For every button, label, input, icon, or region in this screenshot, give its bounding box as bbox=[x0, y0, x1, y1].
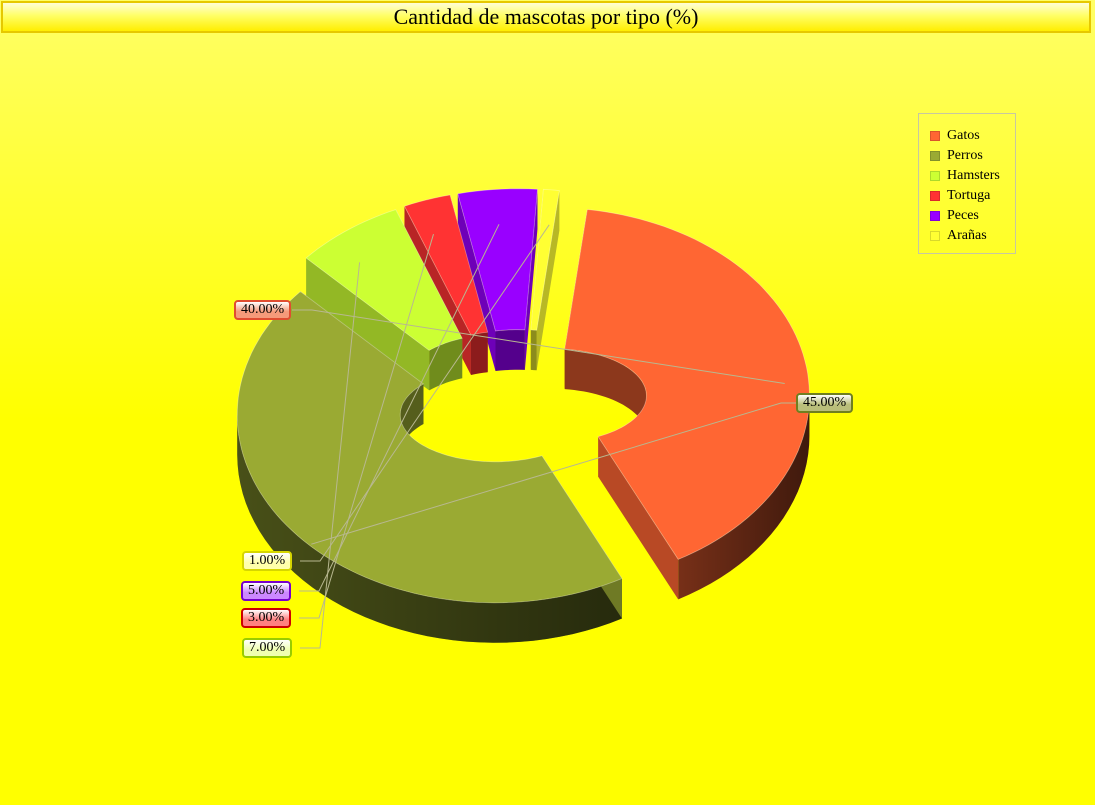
legend-item-hamsters: Hamsters bbox=[930, 166, 1015, 186]
legend-label: Hamsters bbox=[947, 168, 1000, 183]
data-label-gatos: 40.00% bbox=[234, 300, 292, 320]
legend-swatch bbox=[930, 171, 940, 181]
data-label-peces: 5.00% bbox=[241, 581, 292, 601]
legend-swatch bbox=[930, 191, 940, 201]
slice-top-face bbox=[564, 209, 810, 560]
slice-inner-wall bbox=[495, 329, 525, 371]
legend-item-gatos: Gatos bbox=[930, 126, 1015, 146]
chart-title-bar: Cantidad de mascotas por tipo (%) bbox=[1, 1, 1091, 33]
legend-item-ara-as: Arañas bbox=[930, 226, 1015, 246]
data-label-hamsters: 7.00% bbox=[242, 638, 293, 658]
legend-swatch bbox=[930, 211, 940, 221]
legend: Gatos Perros Hamsters Tortuga Peces Arañas bbox=[918, 113, 1016, 254]
leader-line-tortuga bbox=[299, 233, 434, 619]
leader-line-gatos bbox=[292, 309, 785, 384]
legend-label: Arañas bbox=[947, 228, 987, 243]
slice-outer-wall-shade bbox=[678, 395, 810, 600]
slice-end-face bbox=[536, 190, 560, 371]
data-label-tortuga: 3.00% bbox=[241, 608, 292, 628]
slice-top-face bbox=[236, 290, 623, 604]
legend-item-peces: Peces bbox=[930, 206, 1015, 226]
slice-end-face bbox=[524, 189, 538, 370]
legend-label: Perros bbox=[947, 148, 983, 163]
legend-label: Tortuga bbox=[947, 188, 991, 203]
leader-lines bbox=[292, 224, 796, 649]
slice-top-face bbox=[530, 188, 560, 331]
leader-line-hamsters bbox=[300, 262, 361, 649]
slice-inner-wall bbox=[530, 329, 537, 371]
legend-item-perros: Perros bbox=[930, 146, 1015, 166]
slice-top-face bbox=[305, 209, 463, 351]
slice-hamsters bbox=[305, 209, 463, 391]
slice-start-face bbox=[306, 257, 430, 391]
legend-item-tortuga: Tortuga bbox=[930, 186, 1015, 206]
slice-end-face bbox=[598, 436, 679, 600]
slice-inner-wall bbox=[471, 332, 488, 375]
legend-swatch bbox=[930, 131, 940, 141]
slice-ara-as bbox=[530, 188, 560, 371]
slice-outer-wall-shade bbox=[237, 414, 622, 643]
legend-swatch bbox=[930, 231, 940, 241]
legend-swatch bbox=[930, 151, 940, 161]
leader-line-perros bbox=[311, 402, 796, 545]
data-label-perros: 45.00% bbox=[796, 393, 854, 413]
leader-line-peces bbox=[299, 224, 500, 592]
slice-top-face bbox=[457, 188, 538, 332]
data-label-ara-as: 1.00% bbox=[242, 551, 293, 571]
legend-label: Peces bbox=[947, 208, 979, 223]
slices-layer bbox=[236, 188, 810, 643]
leader-line-ara-as bbox=[300, 224, 550, 562]
chart-title: Cantidad de mascotas por tipo (%) bbox=[393, 4, 699, 29]
slice-gatos bbox=[564, 209, 810, 600]
slice-inner-wall bbox=[564, 349, 647, 436]
slice-perros bbox=[236, 290, 623, 643]
legend-label: Gatos bbox=[947, 128, 980, 143]
slice-inner-wall bbox=[429, 338, 463, 391]
